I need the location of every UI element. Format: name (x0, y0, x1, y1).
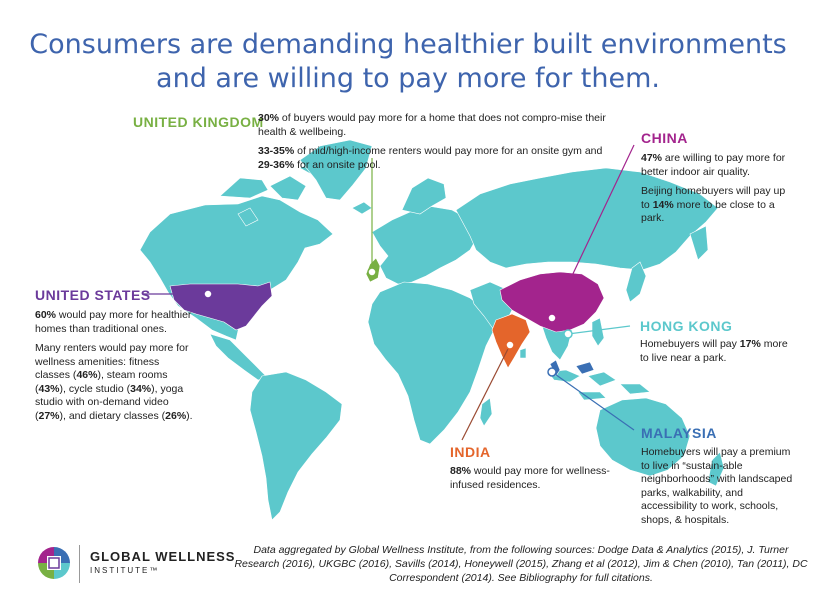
text-united-states: 60% would pay more for healthier homes t… (35, 309, 193, 422)
landmass-madagascar (479, 397, 493, 427)
landmass-greenland (299, 139, 373, 201)
landmass-south-america (249, 371, 343, 521)
landmass-sri-lanka (519, 347, 527, 359)
text-malaysia: Homebuyers will pay a premium to live in… (641, 446, 793, 526)
connector-india (461, 344, 511, 441)
source-note: Data aggregated by Global Wellness Insti… (234, 544, 808, 584)
page-title: Consumers are demanding healthier built … (0, 28, 816, 96)
landmass-africa (367, 281, 495, 445)
text-china: 47% are willing to pay more for better i… (641, 152, 786, 224)
logo-subtitle: INSTITUTE™ (90, 566, 160, 575)
landmass-iceland (351, 201, 373, 215)
marker-us (203, 289, 213, 299)
landmass-scandinavia (401, 177, 447, 215)
marker-uk (367, 267, 377, 277)
label-china: CHINA (641, 130, 688, 146)
title-line-1: Consumers are demanding healthier built … (29, 29, 787, 60)
connector-malaysia (551, 371, 635, 431)
marker-china (547, 313, 557, 323)
marker-malaysia (547, 367, 557, 377)
text-india: 88% would pay more for wellness-infused … (450, 465, 610, 491)
label-malaysia: MALAYSIA (641, 425, 717, 441)
title-line-2: and are willing to pay more for them. (156, 63, 660, 94)
landmass-kamchatka (689, 225, 709, 261)
label-hong-kong: HONG KONG (640, 318, 733, 334)
text-hong-kong: Homebuyers will pay 17% more to live nea… (640, 338, 788, 364)
landmass-australia (595, 397, 691, 477)
connector-hong-kong (567, 325, 631, 335)
connector-china (551, 144, 635, 319)
landmass-indonesia (547, 369, 651, 401)
gwi-logo-icon (38, 547, 70, 579)
logo-name: GLOBAL WELLNESS (90, 549, 236, 564)
landmass-central-america (209, 333, 269, 381)
marker-india (505, 340, 515, 350)
logo-divider (79, 545, 80, 583)
text-united-kingdom: 30% of buyers would pay more for a home … (258, 112, 606, 171)
landmass-philippines (591, 317, 605, 347)
landmass-new-zealand (707, 451, 725, 487)
label-united-kingdom: UNITED KINGDOM (133, 114, 264, 130)
label-united-states: UNITED STATES (35, 287, 151, 303)
landmass-japan (625, 261, 647, 303)
label-india: INDIA (450, 444, 491, 460)
country-china (499, 271, 605, 333)
marker-hong-kong (563, 329, 573, 339)
landmass-canada-arctic (219, 159, 331, 227)
landmass-north-asia (455, 167, 719, 271)
